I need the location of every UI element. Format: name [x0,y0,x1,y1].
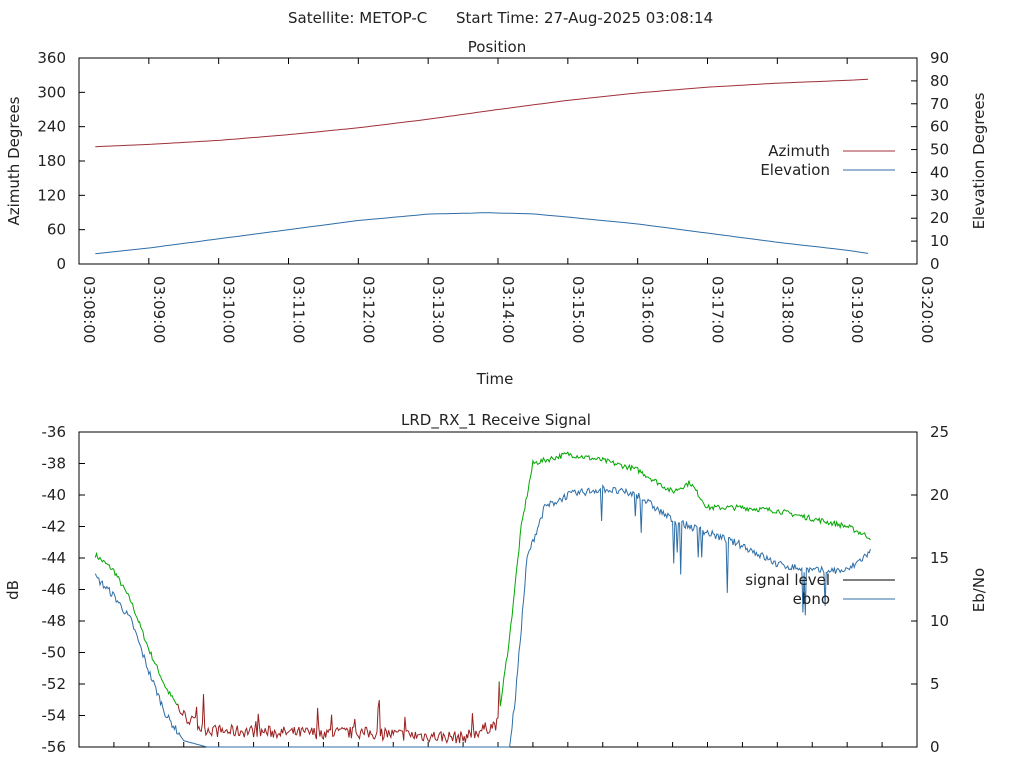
signal-y-tick-label: -40 [42,486,67,504]
legend-elevation-label: Elevation [760,161,830,179]
signal-y-tick-label: -38 [42,455,67,473]
position-y2-tick-label: 50 [930,141,949,159]
elevation-line [95,212,869,255]
legend-signal-level-label: signal level [745,571,830,589]
signal-ticks: -56 -54 -52 -50 -48 -46 -44 -42 -40 -38 -36 0 5 10 15 2… [42,423,950,756]
signal-y2-tick-label: 15 [930,549,949,567]
position-x-tick-label: 03:10:00 [220,276,238,343]
signal-y2-axis-label: Eb/No [970,568,988,612]
signal-title: LRD_RX_1 Receive Signal [401,411,591,430]
legend-azimuth-label: Azimuth [768,142,830,160]
legend-ebno-label: ebno [793,590,830,608]
position-x-tick-label: 03:17:00 [709,276,727,343]
position-x-tick-label: 03:09:00 [150,276,168,343]
signal-y-tick-label: -52 [42,675,67,693]
position-y-tick-label: 120 [37,186,66,204]
signal-level-line [94,551,178,706]
position-y-tick-label: 300 [37,83,66,101]
position-x-axis-label: Time [476,370,514,388]
signal-y-tick-label: -54 [42,707,67,725]
position-y2-tick-label: 40 [930,163,949,181]
position-y2-tick-label: 70 [930,95,949,113]
position-y-tick-label: 180 [37,152,66,170]
signal-y-tick-label: -36 [42,423,67,441]
signal-y2-tick-label: 5 [930,675,940,693]
signal-y2-tick-label: 20 [930,486,949,504]
signal-y-tick-label: -46 [42,581,67,599]
position-y2-tick-label: 90 [930,49,949,67]
header-satellite: Satellite: METOP-C [288,9,427,27]
signal-y-axis-label: dB [4,580,22,600]
azimuth-line [95,78,869,148]
signal-y-tick-label: -56 [42,738,67,756]
position-y-tick-label: 240 [37,118,66,136]
position-x-tick-label: 03:14:00 [499,276,517,343]
position-y2-tick-label: 30 [930,186,949,204]
position-y2-tick-label: 10 [930,232,949,250]
receive-signal-chart: LRD_RX_1 Receive Signal -56-54-52-50-48-… [4,411,988,756]
signal-series [94,451,871,748]
signal-legend: signal level ebno [745,571,895,608]
position-x-tick-label: 03:13:00 [429,276,447,343]
position-y2-tick-label: 20 [930,209,949,227]
signal-level-line [498,451,871,707]
position-title: Position [468,38,526,56]
position-x-tick-label: 03:11:00 [290,276,308,343]
position-legend: Azimuth Elevation [760,142,895,179]
signal-y2-tick-label: 10 [930,612,949,630]
position-series [95,78,869,255]
position-y-axis-label: Azimuth Degrees [5,96,23,225]
signal-y-tick-label: -42 [42,518,67,536]
position-y2-axis-label: Elevation Degrees [970,92,988,229]
position-y-tick-label: 0 [56,255,66,273]
position-x-tick-label: 03:12:00 [359,276,377,343]
position-y-tick-label: 360 [37,49,66,67]
position-x-tick-label: 03:08:00 [80,276,98,343]
position-chart: Position 0 60 120 180 240 300 360 0 10 20 30 40 50 60… [5,38,988,388]
position-x-tick-label: 03:19:00 [848,276,866,343]
signal-y2-tick-label: 0 [930,738,940,756]
position-x-tick-label: 03:16:00 [639,276,657,343]
signal-y-tick-label: -50 [42,644,67,662]
position-x-tick-label: 03:18:00 [778,276,796,343]
position-x-tick-label: 03:15:00 [569,276,587,343]
position-x-tick-label: 03:20:00 [918,276,936,343]
position-y2-tick-label: 80 [930,72,949,90]
signal-y2-tick-label: 25 [930,423,949,441]
header-start-time: Start Time: 27-Aug-2025 03:08:14 [456,9,713,27]
position-y2-tick-label: 0 [930,255,940,273]
position-ticks: 0 60 120 180 240 300 360 0 10 20 30 40 50 60 70 80 90 03:… [37,49,949,343]
ebno-line [94,484,871,748]
signal-plot-frame [78,431,918,748]
position-y2-tick-label: 60 [930,118,949,136]
signal-y-tick-label: -44 [42,549,67,567]
signal-level-line [176,681,500,745]
position-y-tick-label: 60 [47,221,66,239]
signal-y-tick-label: -48 [42,612,67,630]
